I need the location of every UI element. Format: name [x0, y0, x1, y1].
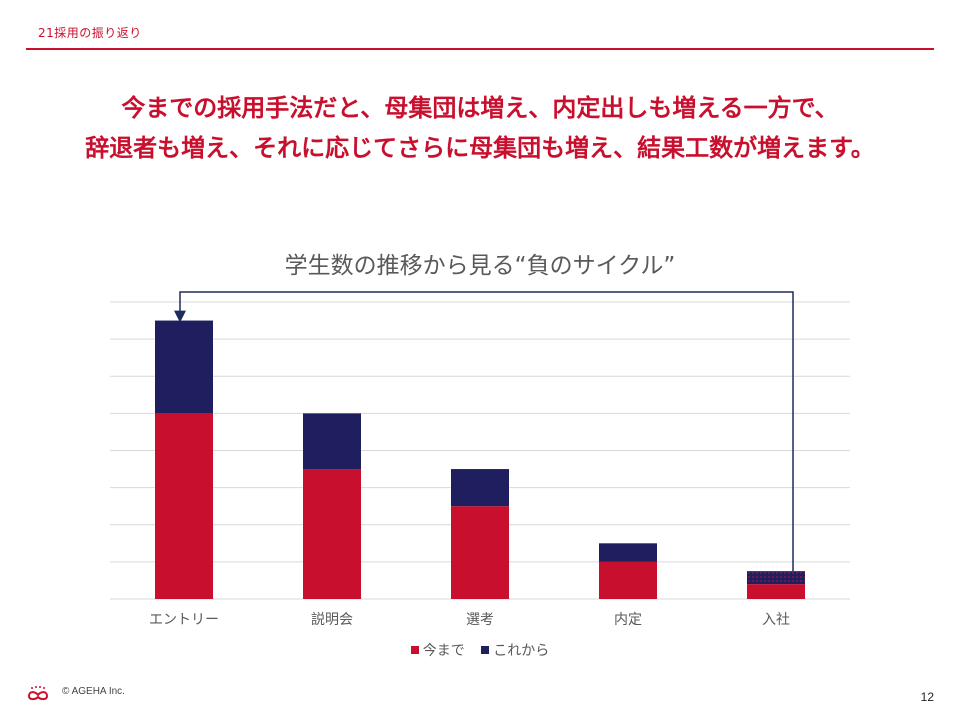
- bar-past-2: [303, 469, 361, 599]
- bar-future-3: [451, 469, 509, 507]
- legend-item-past: 今まで: [410, 640, 465, 660]
- headline: 今までの採用手法だと、母集団は増え、内定出しも増える一方で、 辞退者も増え、それ…: [20, 88, 940, 168]
- bar-past-5: [747, 584, 805, 599]
- x-tick-label: 選考: [466, 612, 494, 628]
- headline-line-2: 辞退者も増え、それに応じてさらに母集団も増え、結果工数が増えます。: [85, 134, 875, 162]
- bar-future-4: [599, 543, 657, 562]
- copyright: © AGEHA Inc.: [62, 686, 125, 697]
- bar-past-4: [599, 561, 657, 599]
- headline-line-1: 今までの採用手法だと、母集団は増え、内定出しも増える一方で、: [121, 94, 839, 122]
- chart-title: 学生数の推移から見る“負のサイクル”: [284, 253, 676, 279]
- x-tick-label: 入社: [762, 612, 790, 628]
- ageha-logo-icon: [27, 686, 49, 701]
- x-tick-label: エントリー: [149, 612, 219, 628]
- x-tick-label: 内定: [614, 612, 642, 628]
- bars: [155, 320, 805, 599]
- header-divider: [26, 48, 934, 50]
- page-number: 12: [920, 690, 934, 704]
- bar-future-1: [155, 320, 213, 414]
- section-label: 21採用の振り返り: [38, 26, 142, 40]
- x-tick-label: 説明会: [311, 612, 353, 628]
- cycle-arrow: [174, 291, 794, 572]
- legend: 今まで これから: [0, 640, 960, 660]
- legend-label-past: 今まで: [422, 643, 465, 659]
- legend-item-future: これから: [481, 640, 549, 660]
- bar-past-3: [451, 506, 509, 599]
- legend-swatch-past: [410, 646, 419, 654]
- legend-swatch-future: [481, 646, 490, 654]
- x-axis-labels: エントリー 説明会 選考 内定 入社: [149, 612, 790, 628]
- bar-future-5: [747, 571, 805, 585]
- bar-past-1: [155, 413, 213, 599]
- bar-future-2: [303, 413, 361, 470]
- legend-label-future: これから: [493, 643, 550, 659]
